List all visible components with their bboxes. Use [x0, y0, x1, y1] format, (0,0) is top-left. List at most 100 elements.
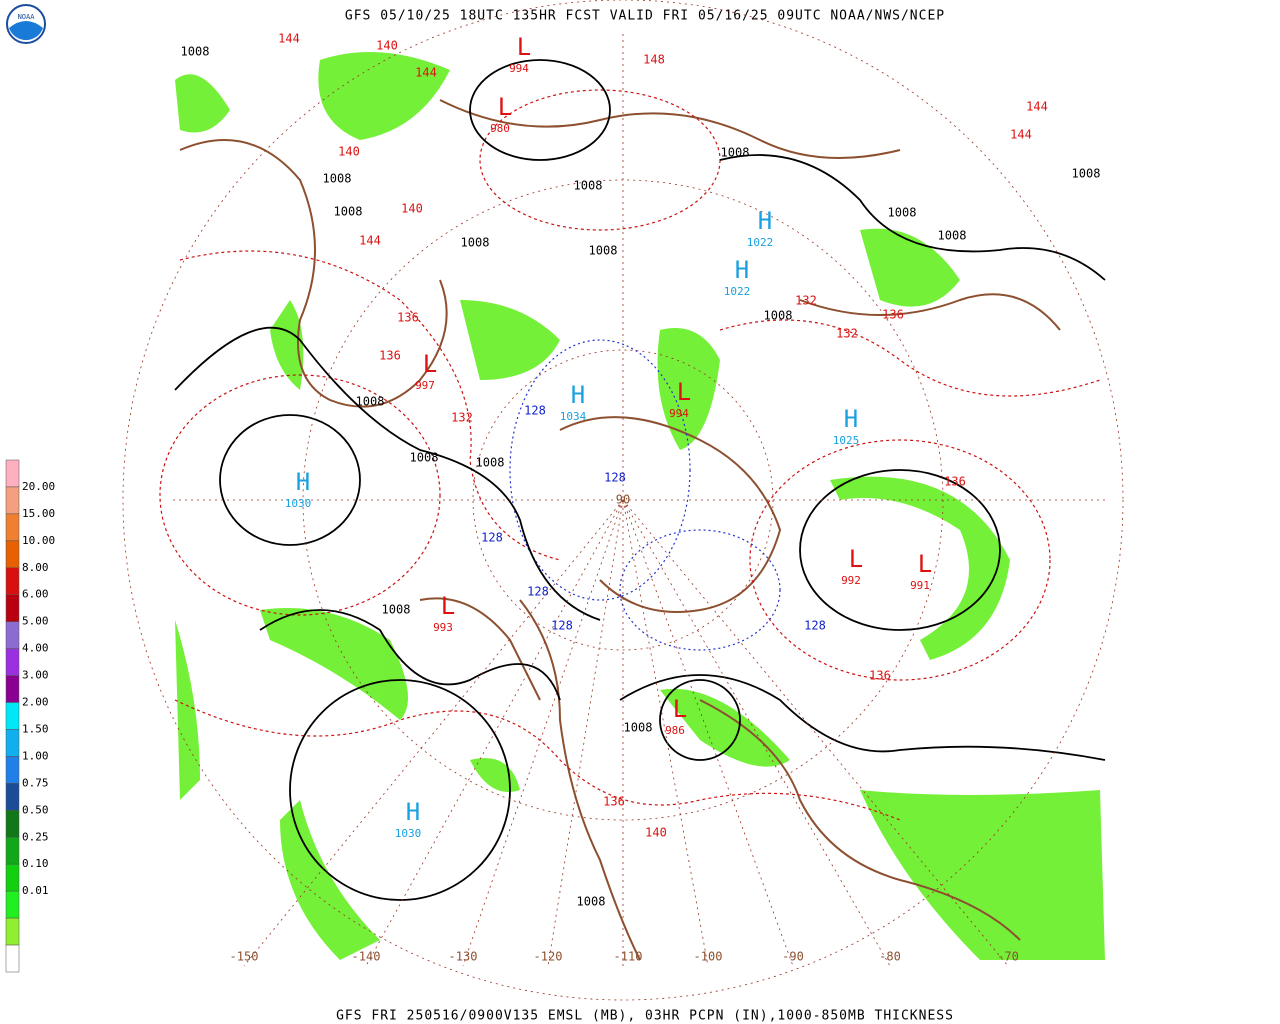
logo-text: NOAA: [18, 13, 36, 21]
thickness-label: 144: [278, 32, 300, 46]
longitude-label: -110: [614, 950, 643, 964]
thickness-label: 128: [481, 531, 503, 545]
center-pressure: 991: [910, 579, 930, 592]
isobar-label: 1008: [721, 146, 750, 160]
legend-swatch: [5, 863, 20, 892]
thickness-label: 136: [882, 308, 904, 322]
isobar-label: 1008: [410, 451, 439, 465]
pressure-center: L: [441, 592, 455, 620]
longitude-label: -90: [782, 950, 804, 964]
center-pressure: 1022: [747, 236, 774, 249]
isobar-label: 1008: [624, 721, 653, 735]
legend-swatch: [5, 567, 20, 595]
legend-swatch: [5, 917, 20, 946]
longitude-label: -150: [230, 950, 259, 964]
isobar-label: 1008: [461, 236, 490, 250]
pressure-center: L: [849, 545, 863, 573]
legend-swatch: [5, 810, 20, 838]
thickness-label: 144: [1010, 128, 1032, 142]
legend-label: 3.00: [22, 669, 49, 682]
thickness-label: 132: [795, 294, 817, 308]
legend-swatch: [5, 675, 20, 703]
center-pressure: 1030: [285, 497, 312, 510]
pressure-center: L: [673, 695, 687, 723]
center-pressure: 980: [490, 122, 510, 135]
pressure-center: H: [844, 405, 858, 433]
center-pressure: 1030: [395, 827, 422, 840]
longitude-label: -140: [352, 950, 381, 964]
legend-label: 20.00: [22, 480, 55, 493]
pressure-center: H: [296, 468, 310, 496]
isobar-label: 1008: [888, 206, 917, 220]
thickness-label: 148: [643, 53, 665, 67]
isobars: [174, 59, 1106, 901]
pressure-center: L: [677, 378, 691, 406]
longitude-label: -130: [449, 950, 478, 964]
logo: NOAA: [6, 4, 46, 44]
legend-label: 6.00: [22, 588, 49, 601]
pressure-center: L: [498, 93, 512, 121]
legend-swatch: [5, 837, 20, 865]
graticule: [122, 0, 1124, 1001]
thickness-label: 136: [869, 669, 891, 683]
thickness-label: 132: [451, 411, 473, 425]
center-pressure: 1022: [724, 285, 751, 298]
center-pressure: 1034: [560, 410, 587, 423]
legend-label: 5.00: [22, 615, 49, 628]
center-pressure: 992: [841, 574, 861, 587]
isobar-label: 1008: [764, 309, 793, 323]
thickness-label: 136: [944, 475, 966, 489]
legend-label: 0.10: [22, 857, 49, 870]
legend-label: 8.00: [22, 561, 49, 574]
isobar-label: 1008: [574, 179, 603, 193]
longitude-label: -120: [534, 950, 563, 964]
isobar-label: 1008: [356, 395, 385, 409]
legend-swatch: [5, 702, 20, 730]
map: [122, 0, 1124, 1001]
center-pressure: 994: [509, 62, 529, 75]
isobar-label: 1008: [589, 244, 618, 258]
legend: 20.00 15.00 10.00 8.00 6.00 5.00 4.00 3.00 2.00 1…: [5, 459, 55, 973]
thickness-label: 140: [376, 39, 398, 53]
thickness-label: 144: [359, 234, 381, 248]
isobar-label: 1008: [181, 45, 210, 59]
center-pressure: 1025: [833, 434, 860, 447]
thickness-label: 128: [604, 471, 626, 485]
legend-swatch: [5, 486, 20, 515]
thickness-label: 140: [645, 826, 667, 840]
thickness-label: 136: [603, 795, 625, 809]
legend-label: 0.01: [22, 884, 49, 897]
isobar-label: 1008: [334, 205, 363, 219]
thickness-label: 128: [524, 404, 546, 418]
pressure-center: H: [406, 798, 420, 826]
footer: GFS FRI 250516/0900V135 EMSL (MB), 03HR …: [336, 1009, 954, 1024]
thickness-label: 136: [397, 311, 419, 325]
thickness-contours: [159, 89, 1101, 821]
legend-label: 0.25: [22, 830, 49, 843]
pressure-center: L: [517, 33, 531, 61]
precip: [175, 52, 1105, 960]
isobar-label: 1008: [323, 172, 352, 186]
center-pressure: 994: [669, 407, 689, 420]
pressure-center: L: [918, 550, 932, 578]
thickness-label: 128: [804, 619, 826, 633]
legend-label: 4.00: [22, 642, 49, 655]
pressure-center: H: [735, 256, 749, 284]
longitude-label: -100: [694, 950, 723, 964]
legend-label: 0.75: [22, 776, 49, 789]
legend-swatch: [5, 890, 20, 919]
isobar-label: 1008: [476, 456, 505, 470]
cold-thickness: [509, 339, 781, 651]
legend-label: 0.50: [22, 803, 49, 816]
legend-label: 2.00: [22, 696, 49, 709]
legend-swatch: [5, 594, 20, 622]
longitude-label: -80: [879, 950, 901, 964]
center-pressure: 997: [415, 379, 435, 392]
legend-swatch: [5, 513, 20, 542]
legend-swatch: [5, 459, 20, 488]
thickness-label: 128: [551, 619, 573, 633]
legend-label: 10.00: [22, 534, 55, 547]
legend-swatch: [5, 756, 20, 784]
